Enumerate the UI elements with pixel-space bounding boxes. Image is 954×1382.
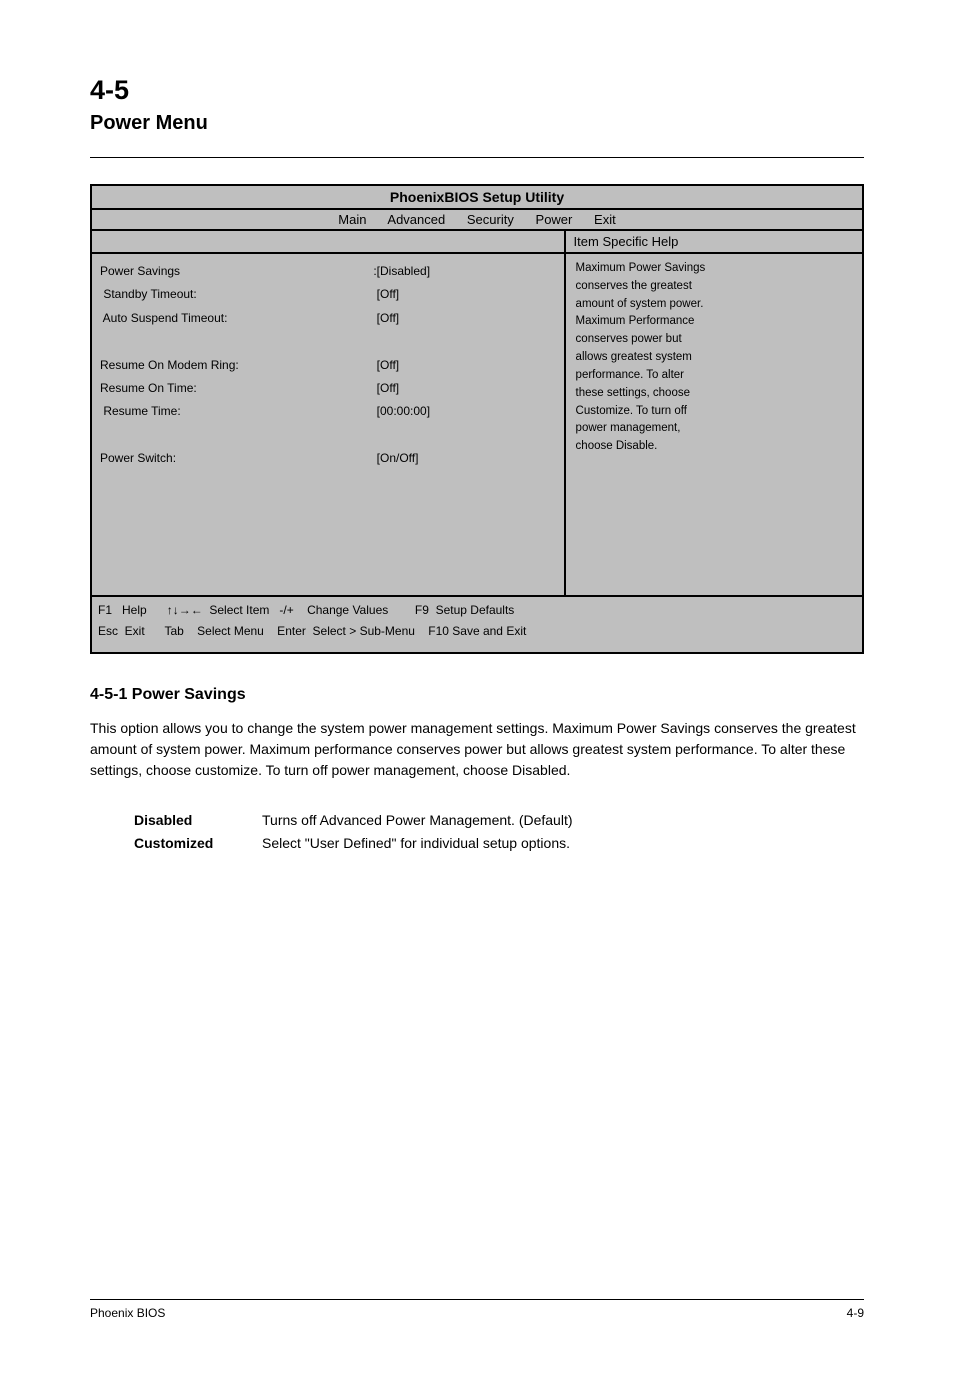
settings-value xyxy=(373,330,555,353)
option-description: Turns off Advanced Power Management. (De… xyxy=(262,809,864,831)
help-line: these settings, choose xyxy=(576,385,852,403)
option-row: DisabledTurns off Advanced Power Managem… xyxy=(134,809,864,831)
settings-value: [00:00:00] xyxy=(373,400,555,423)
bios-subheader-left xyxy=(92,231,566,252)
bios-footer-line1-prefix: F1 Help xyxy=(98,603,167,617)
settings-value xyxy=(373,424,555,447)
settings-label: Auto Suspend Timeout: xyxy=(100,307,373,330)
settings-label: Resume Time: xyxy=(100,400,373,423)
settings-value: [Off] xyxy=(373,354,555,377)
settings-label: Resume On Modem Ring: xyxy=(100,354,373,377)
subsection-paragraph: This option allows you to change the sys… xyxy=(90,718,864,781)
section-divider xyxy=(90,157,864,158)
bios-help-panel: Maximum Power Savingsconserves the great… xyxy=(566,254,862,595)
footer-left: Phoenix BIOS xyxy=(90,1306,165,1320)
settings-value xyxy=(373,494,555,517)
section-title: Power Menu xyxy=(90,112,864,135)
settings-label xyxy=(100,564,373,587)
bios-nav-items: Main Advanced Security Power Exit xyxy=(338,212,615,227)
settings-row xyxy=(100,330,556,353)
settings-value xyxy=(373,564,555,587)
option-description: Select "User Defined" for individual set… xyxy=(262,832,864,854)
bios-footer-line1-suffix: Select Item -/+ Change Values F9 Setup D… xyxy=(203,603,515,617)
bios-title: PhoenixBIOS Setup Utility xyxy=(92,186,862,210)
settings-label xyxy=(100,330,373,353)
settings-label: Power Switch: xyxy=(100,447,373,470)
help-line: allows greatest system xyxy=(576,349,852,367)
settings-value xyxy=(373,541,555,564)
bios-setup-box: PhoenixBIOS Setup Utility Main Advanced … xyxy=(90,184,864,654)
help-line: Customize. To turn off xyxy=(576,403,852,421)
bios-footer-line1: F1 Help ↑↓→← Select Item -/+ Change Valu… xyxy=(98,600,856,621)
footer-right: 4-9 xyxy=(847,1306,864,1320)
settings-row xyxy=(100,494,556,517)
help-line: power management, xyxy=(576,420,852,438)
settings-row: Power Savings:[Disabled] xyxy=(100,260,556,283)
settings-row: Power Switch: [On/Off] xyxy=(100,447,556,470)
settings-row xyxy=(100,471,556,494)
settings-label xyxy=(100,424,373,447)
help-line: amount of system power. xyxy=(576,296,852,314)
bios-subheader-row: Item Specific Help xyxy=(92,231,862,254)
subsection-title: 4-5-1 Power Savings xyxy=(90,686,864,704)
settings-row: Resume On Time: [Off] xyxy=(100,377,556,400)
settings-row xyxy=(100,517,556,540)
settings-label xyxy=(100,541,373,564)
settings-value xyxy=(373,517,555,540)
option-label: Customized xyxy=(134,832,262,854)
settings-label xyxy=(100,471,373,494)
settings-label: Resume On Time: xyxy=(100,377,373,400)
arrow-icons-icon: ↑↓→← xyxy=(167,603,203,617)
settings-label: Standby Timeout: xyxy=(100,283,373,306)
settings-label xyxy=(100,494,373,517)
section-number: 4-5 xyxy=(90,75,864,106)
options-list: DisabledTurns off Advanced Power Managem… xyxy=(90,809,864,854)
bios-footer-line2: Esc Exit Tab Select Menu Enter Select > … xyxy=(98,621,856,642)
help-line: Maximum Performance xyxy=(576,313,852,331)
help-line: choose Disable. xyxy=(576,438,852,456)
option-label: Disabled xyxy=(134,809,262,831)
settings-value: :[Disabled] xyxy=(373,260,555,283)
settings-row: Resume On Modem Ring: [Off] xyxy=(100,354,556,377)
bios-settings-panel: Power Savings:[Disabled] Standby Timeout… xyxy=(92,254,566,595)
bios-nav: Main Advanced Security Power Exit xyxy=(92,210,862,231)
settings-value: [Off] xyxy=(373,283,555,306)
settings-value: [Off] xyxy=(373,307,555,330)
help-line: Maximum Power Savings xyxy=(576,260,852,278)
settings-value: [On/Off] xyxy=(373,447,555,470)
help-line: conserves the greatest xyxy=(576,278,852,296)
settings-label xyxy=(100,517,373,540)
help-line: conserves power but xyxy=(576,331,852,349)
settings-row xyxy=(100,424,556,447)
settings-row: Auto Suspend Timeout: [Off] xyxy=(100,307,556,330)
bios-subheader-right: Item Specific Help xyxy=(566,231,862,252)
settings-value xyxy=(373,471,555,494)
settings-row xyxy=(100,564,556,587)
help-line: performance. To alter xyxy=(576,367,852,385)
bios-body-row: Power Savings:[Disabled] Standby Timeout… xyxy=(92,254,862,597)
settings-row xyxy=(100,541,556,564)
footer-divider xyxy=(90,1299,864,1300)
settings-row: Standby Timeout: [Off] xyxy=(100,283,556,306)
page-footer: Phoenix BIOS 4-9 xyxy=(90,1299,864,1320)
settings-value: [Off] xyxy=(373,377,555,400)
bios-footer: F1 Help ↑↓→← Select Item -/+ Change Valu… xyxy=(92,597,862,652)
settings-label: Power Savings xyxy=(100,260,373,283)
settings-row: Resume Time: [00:00:00] xyxy=(100,400,556,423)
option-row: CustomizedSelect "User Defined" for indi… xyxy=(134,832,864,854)
